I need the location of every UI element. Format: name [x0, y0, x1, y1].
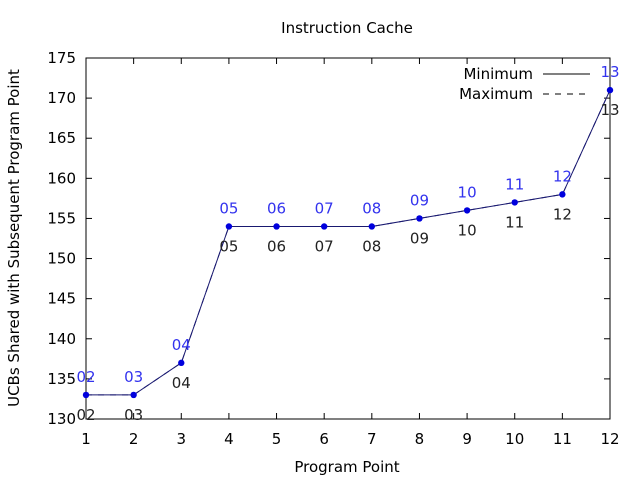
point-label-above: 05: [219, 199, 238, 217]
point-label-below: 10: [458, 221, 477, 239]
x-tick-label: 1: [81, 430, 91, 448]
point-label-above: 12: [553, 167, 572, 185]
y-tick-label: 140: [47, 330, 76, 348]
x-tick-label: 11: [553, 430, 572, 448]
point-label-above: 02: [76, 368, 95, 386]
legend-label-maximum: Maximum: [459, 85, 533, 103]
data-points: [82, 86, 614, 399]
point-label-above: 08: [362, 199, 381, 217]
y-tick-label: 160: [47, 169, 76, 187]
y-tick-label: 145: [47, 290, 76, 308]
point-label-below: 04: [172, 374, 191, 392]
point-label-above: 09: [410, 191, 429, 209]
legend-label-minimum: Minimum: [463, 65, 533, 83]
data-point: [511, 199, 518, 206]
chart-title: Instruction Cache: [281, 19, 413, 37]
y-tick-label: 165: [47, 129, 76, 147]
series-line-minimum: [86, 89, 611, 396]
x-tick-label: 12: [600, 430, 619, 448]
point-label-below: 09: [410, 229, 429, 247]
data-point: [320, 223, 328, 230]
point-label-below: 02: [76, 406, 95, 424]
point-label-below: 05: [219, 237, 238, 255]
point-label-below: 03: [124, 406, 143, 424]
point-label-above: 06: [267, 199, 286, 217]
x-tick-label: 4: [224, 430, 234, 448]
x-tick-label: 8: [415, 430, 425, 448]
legend: Minimum Maximum: [459, 65, 590, 103]
point-label-above: 13: [600, 63, 619, 81]
point-label-above: 07: [315, 199, 334, 217]
point-label-below: 11: [505, 213, 524, 231]
y-axis-label: UCBs Shared with Subsequent Program Poin…: [5, 69, 23, 407]
data-point: [225, 223, 233, 230]
point-label-below: 13: [600, 101, 619, 119]
x-tick-label: 6: [319, 430, 329, 448]
data-point: [463, 207, 471, 214]
plot-frame: [85, 57, 611, 420]
y-tick-label: 130: [47, 410, 76, 428]
point-label-above: 10: [458, 183, 477, 201]
x-tick-label: 10: [505, 430, 524, 448]
y-tick-label: 170: [47, 89, 76, 107]
y-tick-label: 175: [47, 49, 76, 67]
y-tick-label: 135: [47, 370, 76, 388]
x-tick-label: 9: [462, 430, 472, 448]
x-tick-label: 3: [176, 430, 186, 448]
point-label-below: 12: [553, 205, 572, 223]
x-tick-label: 5: [272, 430, 282, 448]
x-axis-label: Program Point: [294, 458, 399, 476]
data-point: [273, 223, 280, 230]
data-point: [82, 391, 90, 399]
point-label-above: 11: [505, 175, 524, 193]
y-tick-label: 155: [47, 209, 76, 227]
point-label-above: 03: [124, 368, 143, 386]
data-point: [606, 86, 614, 94]
point-label-below: 07: [315, 237, 334, 255]
y-tick-label: 150: [47, 250, 76, 268]
point-label-below: 06: [267, 237, 286, 255]
data-point: [559, 191, 566, 198]
series-lines: [86, 89, 611, 396]
point-labels: 02 02 03 03 04 04 05 05 06 06 07 07 08 08 09 09 10 10 11 11…: [76, 63, 619, 424]
x-tick-label: 7: [367, 430, 377, 448]
data-point: [178, 359, 185, 367]
data-point: [416, 215, 423, 222]
series-line-maximum: [86, 89, 611, 396]
data-point: [130, 391, 137, 399]
data-point: [368, 223, 376, 230]
point-label-above: 04: [172, 336, 191, 354]
point-label-below: 08: [362, 237, 381, 255]
x-tick-label: 2: [129, 430, 139, 448]
